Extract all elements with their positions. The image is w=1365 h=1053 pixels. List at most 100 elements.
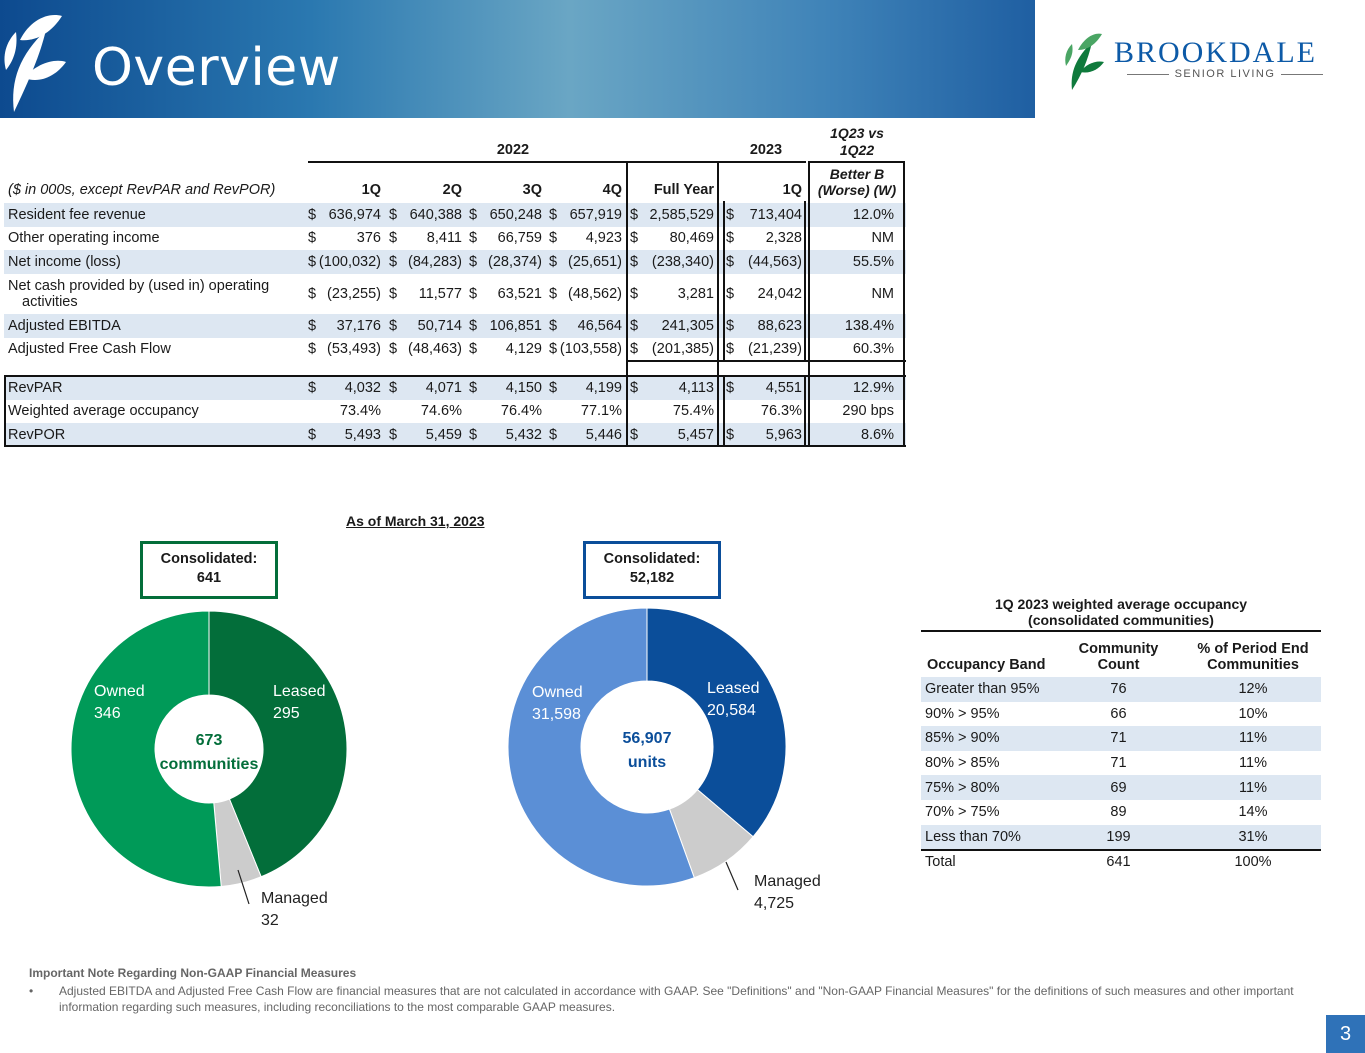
table-row: Net income (loss) $ (100,032) $ (84,283) $ (28… (4, 250, 906, 274)
value-cell: $ (201,385) (630, 338, 718, 362)
value-number: 66,759 (497, 230, 542, 247)
currency-symbol: $ (308, 230, 317, 247)
table-row: Adjusted Free Cash Flow $ (53,493) $ (48,463… (4, 338, 906, 362)
units-slice-owned (507, 607, 695, 887)
column-header-q1_2023: 1Q (782, 182, 802, 198)
currency-symbol: $ (389, 206, 398, 223)
value-number: (84,283) (407, 254, 462, 270)
value-number: 50,714 (417, 317, 462, 334)
footnote-text: Adjusted EBITDA and Adjusted Free Cash F… (59, 984, 1294, 1014)
value-number: 5,457 (677, 426, 714, 443)
currency-symbol: $ (308, 379, 317, 396)
table-row: Resident fee revenue $636,974 $640,388 $650… (4, 203, 906, 227)
total-count: 641 (1106, 854, 1131, 871)
logo-subtitle: SENIOR LIVING (1116, 68, 1334, 80)
row-label: Other operating income (8, 227, 308, 251)
value-number: 88,623 (757, 317, 802, 334)
row-label-text: Net income (loss) (8, 254, 121, 270)
header-banner: Overview (0, 0, 1035, 118)
value-cell: $ (103,558) (549, 338, 626, 362)
value-number: 4,923 (585, 230, 622, 247)
value-cell: $4,923 (549, 227, 626, 251)
value-number: (201,385) (651, 341, 714, 358)
value-cell: $3,281 (630, 274, 718, 314)
value-number: (100,032) (318, 254, 381, 270)
fin-2023-rule-r (804, 201, 806, 361)
value-number: 77.1% (580, 403, 622, 420)
cell-band: 90% > 95% (925, 705, 1000, 722)
value-number: 4,071 (425, 379, 462, 396)
value-cell: $5,432 (469, 423, 546, 447)
currency-symbol: $ (469, 341, 478, 358)
change-cell: 55.5% (852, 254, 894, 270)
value-cell: $66,759 (469, 227, 546, 251)
communities-value-leased: 295 (273, 705, 300, 722)
value-cell: $4,551 (726, 376, 806, 400)
cell-count: 69 (1110, 779, 1127, 796)
value-cell: $4,032 (308, 376, 385, 400)
row-label: Weighted average occupancy (8, 400, 308, 424)
currency-symbol: $ (549, 426, 558, 443)
header-count-line2: Count (1097, 657, 1140, 673)
units-leader-managed (725, 861, 739, 891)
value-cell: $713,404 (726, 203, 806, 227)
year-header-2022: 2022 (496, 142, 530, 158)
cell-band: 75% > 80% (925, 779, 1000, 796)
units-label-leased: Leased (707, 680, 760, 697)
value-cell: $4,113 (630, 376, 718, 400)
value-cell: $5,963 (726, 423, 806, 447)
value-cell: $4,199 (549, 376, 626, 400)
cell-pct: 11% (1239, 730, 1267, 747)
row-label: Net income (loss) (8, 250, 308, 274)
currency-symbol: $ (630, 317, 639, 334)
cell-pct: 11% (1239, 779, 1267, 796)
value-cell: $657,919 (549, 203, 626, 227)
value-number: 4,113 (678, 379, 714, 396)
value-number: 106,851 (489, 317, 542, 334)
currency-symbol: $ (308, 341, 317, 358)
currency-symbol: $ (549, 379, 558, 396)
value-cell: $650,248 (469, 203, 546, 227)
units-consolidated-value: 52,182 (629, 570, 675, 586)
currency-symbol: $ (630, 254, 639, 270)
currency-symbol: $ (389, 379, 398, 396)
cell-pct: 31% (1238, 828, 1268, 845)
row-label: Adjusted EBITDA (8, 314, 308, 338)
communities-slice-owned (70, 610, 222, 888)
value-number: 636,974 (328, 206, 381, 223)
value-cell: $640,388 (389, 203, 466, 227)
value-cell: 76.4% (469, 400, 546, 424)
value-cell: $24,042 (726, 274, 806, 314)
value-number: 11,577 (418, 286, 462, 302)
currency-symbol: $ (549, 317, 558, 334)
value-cell: $ (28,374) (469, 250, 546, 274)
change-cell: NM (871, 286, 894, 302)
currency-symbol: $ (389, 254, 398, 270)
cell-band: 80% > 85% (925, 755, 1000, 772)
cell-count: 76 (1110, 681, 1127, 698)
column-header-q4: 4Q (602, 182, 622, 198)
currency-symbol: $ (308, 286, 317, 302)
value-number: 4,129 (505, 341, 542, 358)
value-number: 74.6% (420, 403, 462, 420)
occupancy-top-rule (921, 630, 1321, 632)
value-cell: $ (48,463) (389, 338, 466, 362)
value-number: 76.3% (760, 403, 802, 420)
value-number: 4,199 (585, 379, 622, 396)
change-cell: 60.3% (852, 341, 894, 358)
currency-symbol: $ (630, 206, 639, 223)
currency-symbol: $ (630, 379, 639, 396)
footnote-body: • Adjusted EBITDA and Adjusted Free Cash… (29, 983, 1329, 1015)
value-cell: $5,446 (549, 423, 626, 447)
value-cell: $ (48,562) (549, 274, 626, 314)
currency-symbol: $ (726, 230, 735, 247)
header-pct-line2: Communities (1207, 657, 1299, 673)
footnote-heading: Important Note Regarding Non-GAAP Financ… (29, 966, 357, 980)
units-consolidated-box: Consolidated: 52,182 (583, 541, 721, 599)
row-label: Resident fee revenue (8, 203, 308, 227)
currency-symbol: $ (630, 341, 639, 358)
value-number: 640,388 (409, 206, 462, 223)
header-pct-line1: % of Period End (1197, 641, 1309, 657)
value-cell: $241,305 (630, 314, 718, 338)
units-label-managed: Managed (754, 873, 821, 890)
